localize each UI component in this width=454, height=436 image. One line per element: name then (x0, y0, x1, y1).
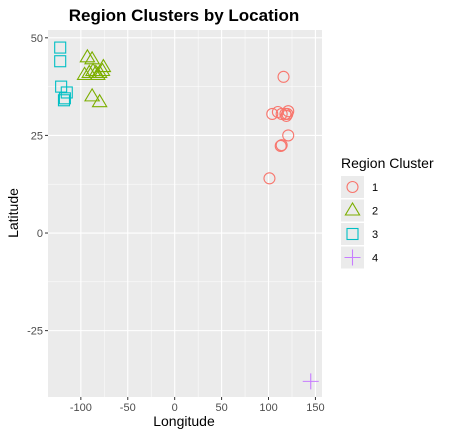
legend-key-background (341, 223, 364, 245)
data-point-cluster-2 (95, 58, 112, 73)
data-point-cluster-1 (280, 109, 293, 122)
major-gridlines (48, 30, 322, 397)
legend-title: Region Cluster (341, 155, 434, 171)
minor-gridlines (48, 30, 322, 397)
y-tick-label: 25 (31, 130, 43, 142)
legend-key-2 (344, 201, 361, 216)
y-tick-label: -25 (27, 326, 43, 338)
data-point-cluster-1 (266, 107, 279, 120)
data-point-cluster-2 (79, 48, 96, 63)
y-axis-tick-labels: -25 0 25 50 (27, 33, 43, 338)
legend-key-4 (344, 249, 361, 266)
legend-key-background (341, 176, 364, 198)
y-tick-label: 50 (31, 33, 43, 45)
data-point-cluster-2 (91, 93, 108, 108)
x-axis-tick-labels: -100 -50 0 50 100 150 (70, 402, 325, 414)
data-point-cluster-1 (275, 139, 288, 152)
x-tick-label: 50 (215, 402, 227, 414)
legend-label-2: 2 (372, 206, 378, 218)
y-tick-label: 0 (37, 228, 43, 240)
legend-items: 1 2 3 4 (341, 176, 378, 269)
data-point-cluster-2 (84, 50, 101, 65)
x-tick-label: 0 (172, 402, 178, 414)
x-tick-label: -50 (120, 402, 136, 414)
data-point-cluster-3 (54, 55, 67, 68)
data-point-cluster-1 (281, 107, 294, 120)
data-point-cluster-3 (57, 94, 71, 107)
legend: Region Cluster 1 2 3 4 (341, 155, 434, 269)
x-tick-label: 150 (306, 402, 324, 414)
legend-key-background (341, 199, 364, 222)
chart-title: Region Clusters by Location (69, 6, 299, 25)
legend-label-1: 1 (372, 182, 378, 194)
data-point-cluster-1 (277, 70, 290, 83)
data-point-cluster-3 (54, 41, 67, 54)
data-point-cluster-2 (84, 87, 101, 102)
x-axis-title: Longitude (153, 413, 215, 429)
data-point-cluster-2 (76, 66, 93, 80)
data-point-cluster-1 (282, 129, 295, 142)
axis-ticks (45, 37, 316, 400)
data-point-cluster-1 (263, 172, 276, 185)
data-point-cluster-4 (302, 373, 319, 390)
legend-key-3 (346, 227, 359, 241)
data-point-cluster-3 (60, 86, 73, 99)
data-points (54, 41, 319, 390)
plot-panel (48, 30, 322, 397)
x-tick-label: 100 (259, 402, 277, 414)
legend-label-4: 4 (372, 253, 378, 265)
legend-key-1 (346, 180, 359, 194)
data-point-cluster-1 (274, 139, 287, 153)
data-point-cluster-2 (89, 66, 106, 80)
y-axis-title: Latitude (5, 188, 21, 238)
legend-label-3: 3 (372, 229, 378, 241)
x-tick-label: -100 (70, 402, 92, 414)
